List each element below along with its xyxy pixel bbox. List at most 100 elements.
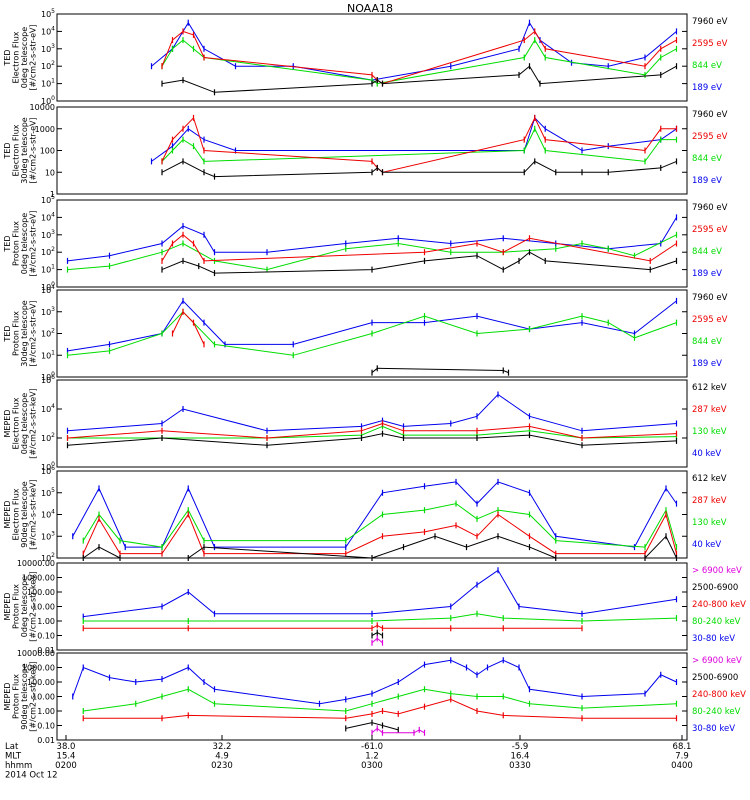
x-tick-label-hhmm: 0400: [671, 761, 693, 771]
series-line: [83, 688, 677, 712]
legend-entry: 2595 eV: [692, 132, 728, 142]
y-axis-label: Proton Flux: [12, 584, 21, 629]
series-line: [151, 116, 677, 162]
y-axis-label: [#/cm2-s-str-keV]: [29, 479, 38, 550]
y-axis-label: Proton Flux: [12, 221, 21, 266]
y-axis-label: MEPED: [3, 410, 12, 438]
y-tick-label: 103: [41, 43, 55, 54]
x-tick-label-lat: 38.0: [57, 742, 76, 752]
x-tick-label-lat: 68.1: [673, 742, 692, 752]
legend-entry: > 6900 keV: [692, 656, 742, 666]
legend-entry: 189 eV: [692, 83, 722, 93]
y-tick-label: 100: [41, 95, 55, 106]
y-axis-label: Electron Flux: [12, 488, 21, 540]
y-axis-label: [#/cm2-s-str-eV]: [29, 210, 38, 276]
y-tick-label: 103: [41, 306, 55, 317]
legend-entry: 130 keV: [692, 518, 727, 528]
y-tick-label: 106: [41, 374, 55, 385]
series-line: [72, 481, 677, 548]
series-line: [172, 310, 205, 345]
series-line: [161, 65, 677, 93]
legend-entry: 2500-6900: [692, 583, 738, 593]
series-line: [161, 160, 677, 178]
x-row-label: hhmm: [5, 761, 32, 771]
legend-entry: 30-80 keV: [692, 634, 735, 644]
panel-2: 1 10 100 1000 10000 TED Electron Flux 30deg tel…: [3, 103, 728, 199]
series-line: [151, 21, 677, 81]
y-axis-label: MEPED: [3, 501, 12, 529]
y-tick-label: 10.00: [32, 603, 55, 612]
y-tick-label: 104: [41, 211, 55, 222]
series-line: [82, 513, 677, 555]
y-axis-label: [#/cm2-s-str-eV]: [29, 24, 38, 90]
series-line: [83, 613, 677, 622]
legend-entry: 240-800 keV: [692, 600, 746, 610]
legend-entry: 189 eV: [692, 176, 722, 186]
y-tick-label: 1.00: [37, 707, 55, 716]
y-tick-label: 100: [41, 461, 55, 472]
x-tick-label-hhmm: 0330: [509, 761, 531, 771]
legend-entry: 40 keV: [692, 449, 721, 459]
y-axis-label: [#/cm2-s-str-eV]: [29, 117, 38, 183]
y-tick-label: 102: [41, 328, 55, 339]
y-tick-label: 10000: [30, 103, 55, 112]
legend-entry: 844 eV: [692, 61, 722, 71]
y-tick-label: 10000.00: [17, 559, 55, 568]
y-tick-label: 104: [41, 509, 55, 520]
legend-entry: 7960 eV: [692, 17, 728, 27]
y-tick-label: 100.00: [27, 678, 55, 687]
y-axis-label: [#/cm2-s-str-keV]: [29, 571, 38, 642]
series-line: [67, 393, 677, 432]
y-axis-label: TED: [3, 49, 12, 66]
y-axis-label: 30deg telescope: [20, 117, 29, 184]
y-tick-label: 1000: [35, 125, 55, 134]
y-axis-label: 30deg telescope: [20, 300, 29, 367]
y-tick-label: 10000.00: [17, 649, 55, 658]
legend-entry: 7960 eV: [692, 110, 728, 120]
y-axis-label: 0deg telescope: [20, 393, 29, 454]
y-tick-label: 100.00: [27, 588, 55, 597]
panel-6: 102 103 104 105 106 MEPED Electron Flux 90deg t…: [3, 465, 727, 563]
y-axis-label: Electron Flux: [12, 397, 21, 449]
legend-entry: 844 eV: [692, 337, 722, 347]
legend-entry: 287 keV: [692, 405, 727, 415]
y-axis-label: MEPED: [3, 593, 12, 621]
series-line: [161, 251, 677, 274]
y-axis-label: TED: [3, 235, 12, 252]
legend-entry: 612 keV: [692, 383, 727, 393]
y-tick-label: 102: [41, 60, 55, 71]
y-axis-label: 90deg telescope: [20, 663, 29, 730]
y-axis-label: 90deg telescope: [20, 481, 29, 548]
x-tick-label-mlt: 1.2: [365, 752, 379, 762]
series-line: [83, 698, 677, 719]
y-tick-label: 102: [41, 432, 55, 443]
panel-3: 100 101 102 103 104 105 TED Proton Flux 0deg tel…: [3, 194, 728, 292]
y-tick-label: 101: [41, 264, 55, 275]
legend-entry: 80-240 keV: [692, 617, 741, 627]
legend-entry: 130 keV: [692, 427, 727, 437]
legend-entry: 2595 eV: [692, 225, 728, 235]
y-tick-label: 101: [41, 349, 55, 360]
legend-entry: 40 keV: [692, 540, 721, 550]
series-line: [83, 569, 677, 618]
legend-entry: 189 eV: [692, 269, 722, 279]
y-tick-label: 1000.00: [22, 574, 55, 583]
y-tick-label: 105: [41, 8, 55, 19]
legend-entry: 80-240 keV: [692, 707, 741, 717]
y-tick-label: 100: [41, 281, 55, 292]
series-line: [83, 624, 582, 629]
y-tick-label: 106: [41, 465, 55, 476]
y-tick-label: 104: [41, 284, 55, 295]
legend-entry: 7960 eV: [692, 203, 728, 213]
panel-1: 100 101 102 103 104 105 TED Electron Flux 0deg t…: [3, 8, 728, 106]
legend-entry: 612 keV: [692, 474, 727, 484]
y-tick-label: 1: [50, 190, 55, 199]
y-axis-label: Electron Flux: [12, 124, 21, 176]
y-axis-label: [#/cm2-s-str-eV]: [29, 300, 38, 366]
series-line: [67, 433, 677, 446]
y-axis-label: [#/cm2-s-str-keV]: [29, 661, 38, 732]
legend-entry: 2595 eV: [692, 315, 728, 325]
series-line: [371, 367, 509, 374]
series-line: [161, 39, 677, 85]
